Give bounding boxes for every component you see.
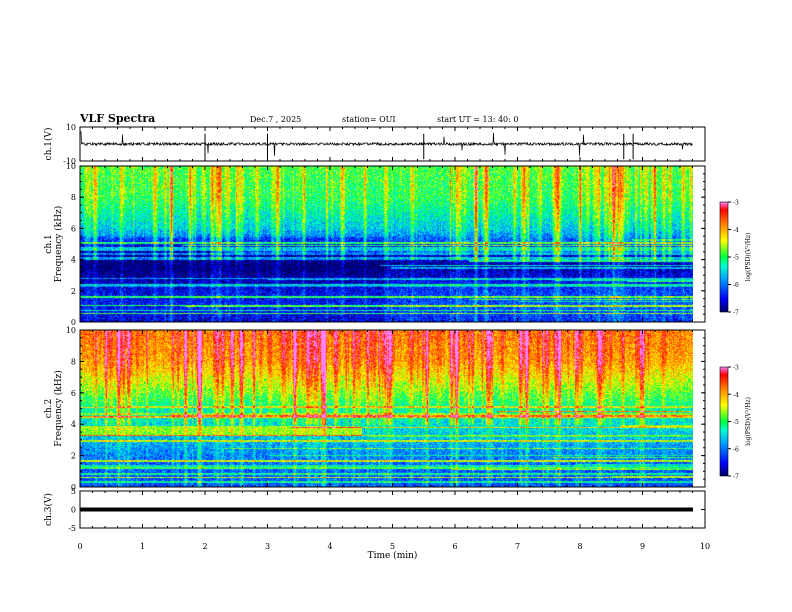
y-tick-label: 6 (71, 224, 76, 233)
y-axis-label: ch.1(V) (43, 128, 54, 161)
colorbar-tick-label: -5 (733, 419, 739, 426)
y-tick-label: 0 (71, 506, 76, 515)
colorbar-label: log(PSD)(V²/Hz) (745, 397, 752, 446)
y-tick-label: 10 (66, 326, 76, 335)
figure-title: VLF Spectra (79, 112, 155, 125)
y-tick-label: 8 (71, 357, 76, 366)
spectrogram-image (80, 166, 693, 322)
colorbar-tick-label: -7 (733, 310, 739, 317)
ch1-waveform-panel: 10 -10 ch.1(V) (43, 123, 706, 166)
ch2-spectrogram-panel: 0 2 4 6 8 10 ch.2 Frequency (kHz) (44, 326, 706, 492)
colorbar-label: log(PSD)(V²/Hz) (745, 233, 752, 282)
y-axis-label-channel: ch.2 (44, 399, 54, 418)
ch1-colorbar: -3 -4 -5 -6 -7 log(PSD)(V²/Hz) (719, 200, 752, 317)
y-tick-label: 0 (71, 483, 76, 492)
y-axis-label-frequency: Frequency (kHz) (53, 370, 64, 447)
y-tick-label: 2 (71, 452, 76, 461)
date-label: Dec.7 , 2025 (250, 115, 301, 124)
colorbar-gradient (719, 201, 729, 313)
y-tick-label: 8 (71, 193, 76, 202)
x-tick-label: 1 (140, 542, 145, 551)
colorbar-gradient (719, 366, 729, 477)
x-tick-label: 4 (327, 542, 332, 551)
y-tick-label: 6 (71, 389, 76, 398)
y-axis-label-channel: ch.1 (44, 234, 54, 253)
y-tick-label: 10 (66, 123, 76, 132)
y-axis-label: ch.3(V) (43, 493, 54, 526)
ch1-spectrogram-panel: 0 2 4 6 8 10 ch.1 Frequency (kHz) (44, 162, 706, 327)
x-tick-label: 7 (515, 542, 520, 551)
y-tick-label: 10 (66, 162, 76, 171)
colorbar-tick-label: -3 (733, 200, 739, 207)
start-ut-label: start UT = 13: 40: 0 (437, 115, 518, 124)
ch2-colorbar: -3 -4 -5 -6 -7 log(PSD)(V²/Hz) (719, 365, 752, 481)
x-tick-label: 5 (390, 542, 395, 551)
x-tick-label: 3 (265, 542, 270, 551)
x-tick-label: 9 (640, 542, 645, 551)
x-tick-label: 0 (77, 542, 82, 551)
x-tick-label: 10 (700, 542, 710, 551)
spectrogram-image (80, 330, 693, 487)
colorbar-tick-label: -6 (733, 446, 739, 453)
station-label: station= OUI (342, 115, 396, 124)
y-tick-label: 0 (71, 318, 76, 327)
y-tick-label: 4 (71, 420, 76, 429)
y-tick-label: 2 (71, 287, 76, 296)
ch3-waveform-panel: 5 0 -5 ch.3(V) (43, 487, 706, 533)
x-tick-label: 6 (452, 542, 457, 551)
colorbar-tick-label: -7 (733, 474, 739, 481)
colorbar-tick-label: -3 (733, 365, 739, 372)
x-tick-label: 2 (202, 542, 207, 551)
colorbar-tick-label: -4 (733, 227, 739, 234)
y-tick-label: 4 (71, 256, 76, 265)
colorbar-tick-label: -6 (733, 282, 739, 289)
y-axis-label-frequency: Frequency (kHz) (53, 206, 64, 283)
colorbar-tick-label: -5 (733, 255, 739, 262)
y-tick-label: -5 (68, 524, 76, 533)
y-tick-label: 5 (71, 487, 76, 496)
y-tick-label: -10 (63, 157, 76, 166)
time-axis: 0 1 2 3 4 5 6 7 8 9 10 Time (min) (77, 542, 710, 561)
x-tick-label: 8 (577, 542, 582, 551)
x-axis-label: Time (min) (368, 550, 418, 561)
ch1-waveform-trace (80, 131, 693, 156)
colorbar-tick-label: -4 (733, 392, 739, 399)
